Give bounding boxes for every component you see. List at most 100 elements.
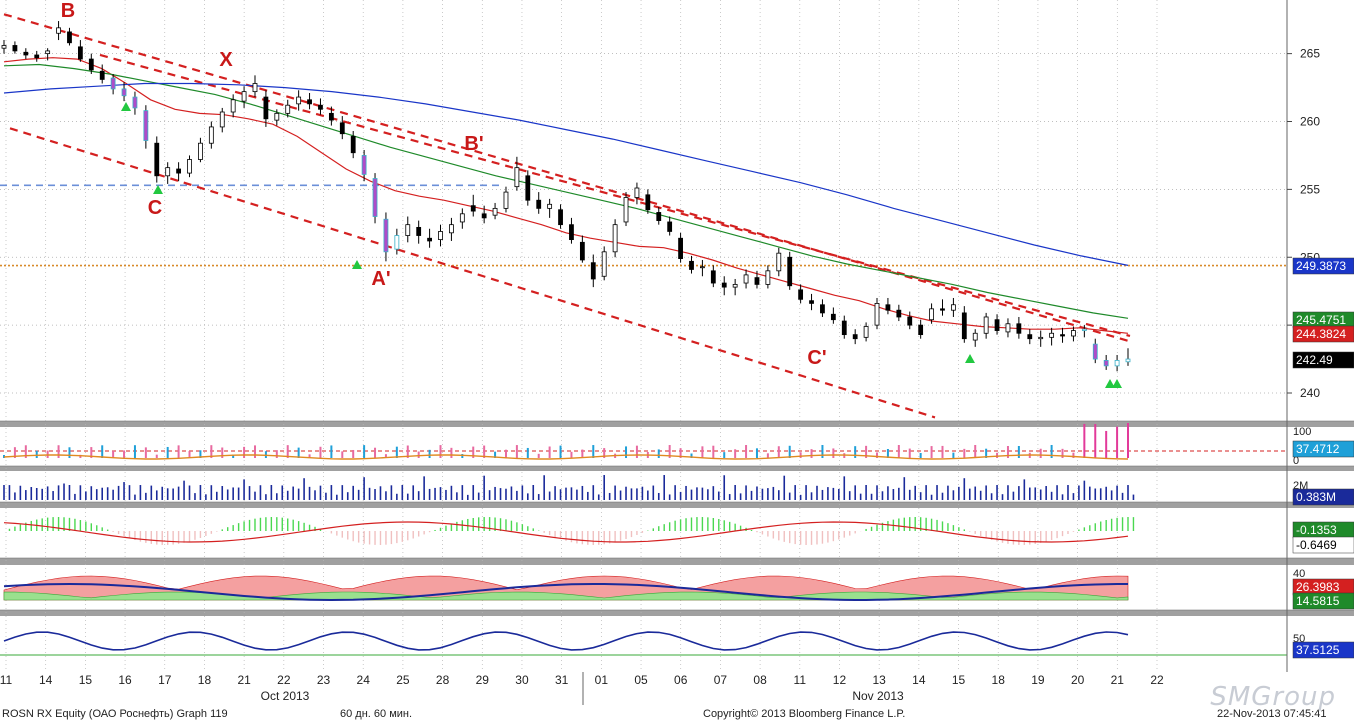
candle-body [438, 231, 443, 241]
candle [1016, 316, 1022, 339]
candle [918, 319, 924, 339]
candle-body [187, 159, 192, 174]
candle [874, 297, 880, 330]
candle-body [514, 167, 520, 188]
candle-body [470, 205, 476, 212]
channel-line [9, 127, 936, 419]
candle-body [896, 309, 902, 318]
value-tag [1292, 592, 1354, 610]
candle [940, 299, 945, 316]
candle-body [754, 277, 760, 285]
candle-body [121, 88, 127, 97]
date-label: 07 [714, 673, 728, 687]
candle [1125, 348, 1131, 366]
candle-body [274, 112, 280, 121]
chart-gridlines [0, 0, 1287, 672]
footer-period: 60 дн. 60 мин. [340, 708, 413, 720]
candle [820, 299, 825, 317]
candle [307, 92, 312, 110]
candle [612, 219, 618, 258]
date-label: 18 [198, 673, 212, 687]
candle-body [689, 260, 694, 270]
date-label: 01 [595, 673, 609, 687]
candle [983, 312, 989, 339]
candle [405, 216, 411, 243]
footer-timestamp: 22-Nov-2013 07:45:41 [1217, 708, 1327, 720]
date-label: 11 [0, 673, 13, 687]
date-label: 21 [237, 673, 251, 687]
candle [721, 276, 727, 296]
candle-body [208, 126, 214, 144]
channel-line [99, 53, 1131, 338]
candle-body [918, 324, 924, 336]
watermark-logo: SMGroup [1210, 682, 1336, 712]
candle-body [219, 111, 225, 128]
candle-body [558, 209, 563, 226]
candle-body [350, 136, 356, 154]
candle-body [198, 142, 203, 160]
candle-body [1060, 334, 1065, 337]
candle-body [481, 213, 487, 219]
value-tag-label: 26.3983 [1296, 580, 1340, 594]
wave-label-B-prime: B' [464, 133, 483, 155]
candle-body [623, 197, 629, 223]
candle [1071, 326, 1076, 342]
candle [1081, 325, 1087, 338]
wave-label-B: B [61, 0, 75, 22]
price-candles [1, 21, 1131, 372]
candle [841, 315, 847, 339]
candle [165, 162, 171, 184]
axes: 2402452502552602651114151617182122232425… [0, 0, 1320, 705]
candle [110, 73, 116, 95]
candle [350, 131, 356, 159]
candle [427, 228, 432, 248]
date-label: 20 [1071, 673, 1085, 687]
candle-body [503, 191, 509, 209]
oscillator-tick-label: 0 [1293, 455, 1299, 467]
candle-body [318, 104, 323, 110]
candle-body [940, 308, 945, 311]
candle-body [809, 300, 814, 304]
candle-body [1114, 360, 1120, 367]
value-tag-label: -0.6469 [1296, 538, 1337, 552]
buy-signal-marker [121, 102, 131, 111]
candle-body [263, 96, 269, 120]
candle [798, 284, 804, 304]
value-tag-label: 0.383M [1296, 490, 1336, 504]
candle-body [852, 334, 858, 340]
directional-tick-label: 40 [1293, 568, 1305, 580]
candle-body [1081, 328, 1087, 331]
candle [1060, 327, 1065, 343]
candle [830, 307, 836, 324]
candle [689, 255, 694, 274]
date-label: 08 [753, 673, 767, 687]
candle [67, 27, 72, 46]
candle [23, 48, 29, 60]
candle [547, 198, 553, 218]
candle [623, 192, 629, 227]
candle-body [732, 283, 738, 288]
candle-body [449, 224, 454, 234]
candle [710, 265, 716, 288]
value-tag-label: 242.49 [1296, 353, 1333, 367]
value-tag [1292, 536, 1354, 554]
date-label: 30 [515, 673, 529, 687]
channel-line [3, 13, 1131, 343]
candle [252, 75, 258, 98]
candle [459, 208, 465, 229]
footer-instrument: ROSN RX Equity (ОАО Роснефть) Graph 119 [2, 708, 228, 720]
moving-average-lines [3, 57, 1129, 334]
candle [481, 205, 487, 224]
candle [961, 306, 967, 343]
date-label: 15 [79, 673, 93, 687]
candle [241, 86, 247, 108]
candle [372, 173, 378, 224]
value-tag-label: 14.5815 [1296, 594, 1340, 608]
candle [700, 259, 705, 277]
candle [187, 155, 192, 178]
candle [230, 94, 236, 118]
footer-bar: ROSN RX Equity (ОАО Роснефть) Graph 119 … [0, 705, 1354, 723]
candle-body [492, 207, 498, 216]
candle [1103, 354, 1109, 370]
